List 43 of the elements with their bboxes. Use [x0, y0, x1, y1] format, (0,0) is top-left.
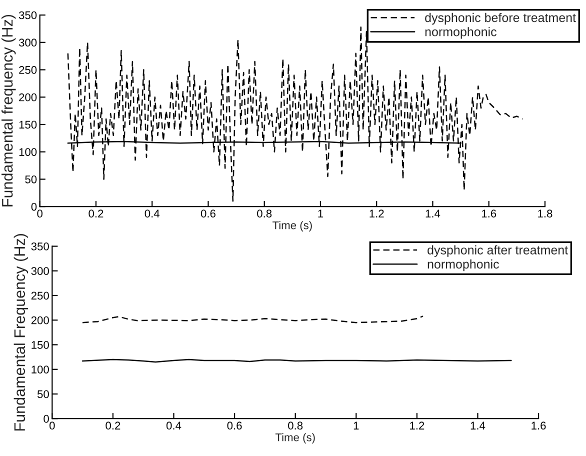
y-tick-label: 50 — [25, 175, 37, 184]
y-tick-label: 100 — [19, 148, 37, 156]
x-tick-label: 0.6 — [227, 422, 242, 430]
x-tick-label: 0.8 — [288, 422, 303, 430]
x-tick-label: 1 — [318, 210, 324, 218]
x-tick-label: 0 — [50, 422, 55, 430]
y-tick-label: 300 — [31, 267, 49, 275]
y-tick-label: 250 — [31, 292, 49, 300]
x-tick-label: 1 — [354, 422, 359, 430]
x-tick-label: 0.4 — [166, 422, 182, 430]
y-tick-label: 200 — [19, 93, 37, 102]
x-tick-label: 0.2 — [106, 422, 120, 430]
y-tick-label: 300 — [18, 38, 37, 47]
x-tick-label: 1.2 — [370, 210, 384, 218]
legend-label: normophonic — [428, 259, 499, 272]
y-axis-title: Fundamental Frequency (Hz) — [14, 234, 28, 431]
x-axis-title: Time (s) — [272, 221, 312, 232]
y-tick-label: 150 — [19, 120, 37, 129]
legend-label: dysphonic before treatment — [425, 12, 576, 25]
x-axis-title: Time (s) — [275, 433, 315, 444]
y-tick-label: 250 — [19, 66, 37, 74]
y-tick-label: 350 — [31, 242, 49, 250]
line-series — [82, 316, 424, 324]
y-tick-label: 0 — [44, 414, 49, 423]
y-tick-label: 0 — [31, 202, 37, 211]
x-tick-label: 1.6 — [532, 422, 546, 430]
y-tick-label: 150 — [32, 341, 49, 349]
legend-label: dysphonic after treatment — [428, 245, 568, 257]
x-tick-label: 0.8 — [257, 210, 272, 218]
y-tick-label: 200 — [31, 316, 49, 324]
x-tick-label: 1.8 — [538, 210, 552, 218]
x-tick-label: 0.6 — [200, 210, 216, 218]
y-tick-label: 100 — [32, 366, 49, 374]
x-tick-label: 1.4 — [426, 210, 440, 218]
y-tick-label: 350 — [18, 11, 37, 20]
legend-label: normophonic — [425, 27, 496, 39]
y-axis-title: Fundamental frequency (Hz) — [2, 14, 16, 206]
x-tick-label: 1.4 — [470, 422, 486, 430]
x-tick-label: 0.4 — [144, 210, 160, 218]
x-tick-label: 1.6 — [482, 210, 496, 218]
y-tick-label: 50 — [37, 390, 49, 398]
x-tick-label: 1.2 — [410, 422, 424, 430]
x-tick-label: 0.2 — [88, 210, 104, 218]
